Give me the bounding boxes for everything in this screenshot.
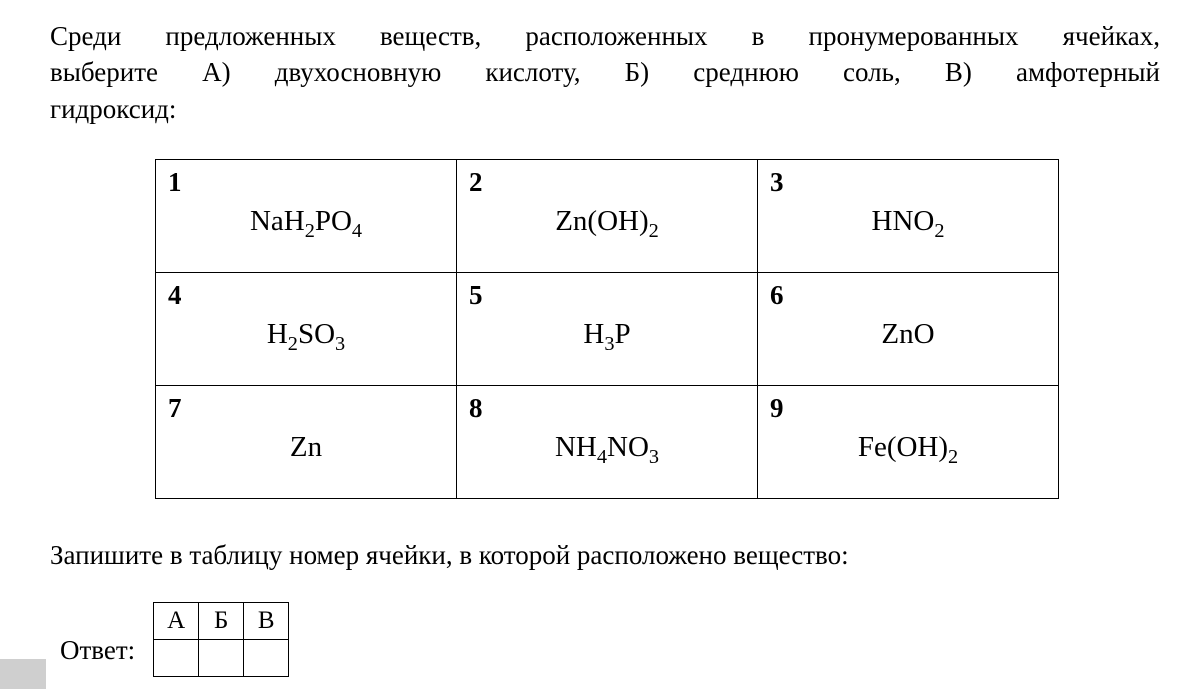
cell-formula: H3P — [457, 315, 757, 354]
cell-number: 1 — [168, 164, 182, 200]
cell-number: 6 — [770, 277, 784, 313]
cell-formula: Zn — [156, 428, 456, 467]
grid-cell-9: 9 Fe(OH)2 — [758, 386, 1059, 499]
grid-cell-8: 8 NH4NO3 — [457, 386, 758, 499]
instruction-text: Запишите в таблицу номер ячейки, в котор… — [50, 537, 1160, 573]
question-line-2: выберите А) двухосновную кислоту, Б) сре… — [50, 54, 1160, 90]
cell-number: 8 — [469, 390, 483, 426]
cell-number: 9 — [770, 390, 784, 426]
answer-section: Ответ: А Б В — [50, 602, 1160, 677]
cell-formula: NaH2PO4 — [156, 202, 456, 241]
answer-cell-b[interactable] — [199, 639, 244, 676]
grid-cell-4: 4 H2SO3 — [156, 273, 457, 386]
cell-number: 5 — [469, 277, 483, 313]
question-text: Среди предложенных веществ, расположенны… — [50, 18, 1160, 127]
answer-table: А Б В — [153, 602, 289, 677]
answer-label: Ответ: — [50, 632, 135, 668]
answer-cell-a[interactable] — [154, 639, 199, 676]
answer-header-b: Б — [199, 602, 244, 639]
cell-formula: Zn(OH)2 — [457, 202, 757, 241]
cell-formula: ZnO — [758, 315, 1058, 354]
cell-number: 4 — [168, 277, 182, 313]
grid-cell-1: 1 NaH2PO4 — [156, 160, 457, 273]
cell-number: 3 — [770, 164, 784, 200]
cell-number: 7 — [168, 390, 182, 426]
answer-header-a: А — [154, 602, 199, 639]
cell-formula: Fe(OH)2 — [758, 428, 1058, 467]
question-line-1: Среди предложенных веществ, расположенны… — [50, 18, 1160, 54]
cell-formula: NH4NO3 — [457, 428, 757, 467]
page: Среди предложенных веществ, расположенны… — [0, 0, 1200, 693]
answer-cell-v[interactable] — [244, 639, 289, 676]
answer-header-v: В — [244, 602, 289, 639]
grid-cell-5: 5 H3P — [457, 273, 758, 386]
cell-formula: HNO2 — [758, 202, 1058, 241]
grid-cell-7: 7 Zn — [156, 386, 457, 499]
grid-cell-6: 6 ZnO — [758, 273, 1059, 386]
cell-number: 2 — [469, 164, 483, 200]
substances-grid: 1 NaH2PO4 2 Zn(OH)2 3 HNO2 4 H2SO3 5 H3P — [155, 159, 1059, 499]
grid-cell-2: 2 Zn(OH)2 — [457, 160, 758, 273]
question-line-3: гидроксид: — [50, 91, 1160, 127]
cell-formula: H2SO3 — [156, 315, 456, 354]
grid-cell-3: 3 HNO2 — [758, 160, 1059, 273]
selection-artifact — [0, 659, 46, 689]
